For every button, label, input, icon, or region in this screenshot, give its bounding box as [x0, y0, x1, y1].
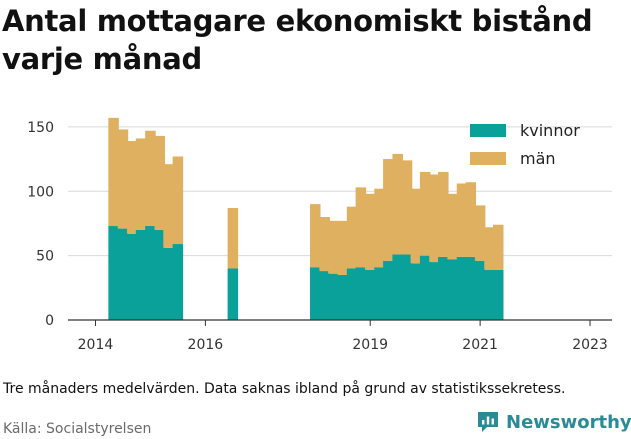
bar-kvinnor — [127, 233, 138, 320]
bar-man — [163, 164, 174, 248]
bar-man — [383, 159, 394, 261]
chart-title: Antal mottagare ekonomiskt bistånd varje… — [2, 4, 593, 76]
bar-man — [474, 205, 486, 261]
bar-man — [456, 183, 468, 257]
bar-kvinnor — [383, 260, 394, 320]
bar-kvinnor — [484, 269, 495, 320]
bar-kvinnor — [172, 244, 184, 320]
bar-kvinnor — [145, 226, 156, 320]
newsworthy-brand[interactable]: Newsworthy — [476, 410, 631, 434]
x-tick-label: 2023 — [572, 337, 608, 353]
brand-name: Newsworthy — [506, 411, 631, 433]
bar-man — [493, 224, 504, 270]
bar-kvinnor — [328, 273, 339, 320]
bar-kvinnor — [154, 229, 166, 320]
bar-kvinnor — [117, 228, 129, 320]
x-tick-label: 2014 — [78, 337, 114, 353]
bar-man — [401, 160, 413, 255]
chart-caption: Tre månaders medelvärden. Data saknas ib… — [3, 381, 566, 397]
legend-label: kvinnor — [520, 121, 580, 140]
y-tick-label: 100 — [27, 184, 54, 200]
legend-swatch — [470, 124, 506, 137]
bar-kvinnor — [456, 256, 468, 320]
bar-man — [154, 135, 166, 230]
y-axis: 0 50 100 150 — [27, 120, 54, 329]
bar-man — [438, 171, 449, 257]
bar-kvinnor — [410, 263, 422, 320]
bar-kvinnor — [108, 226, 119, 320]
bar-man — [364, 193, 376, 270]
bar-man — [374, 188, 385, 268]
legend-label: män — [520, 149, 556, 168]
bar-kvinnor — [392, 254, 403, 320]
x-tick-label: 2016 — [188, 337, 224, 353]
newsworthy-logo-icon — [478, 412, 498, 432]
bar-kvinnor — [429, 262, 440, 320]
bar-kvinnor — [419, 255, 431, 320]
bar-man — [145, 130, 156, 227]
bar-man — [310, 204, 321, 268]
bar-man — [346, 206, 358, 269]
x-axis: 2014 2016 2019 2021 2023 — [68, 319, 612, 353]
bar-man — [429, 174, 440, 263]
bar-man — [319, 217, 330, 272]
source-label: Källa: Socialstyrelsen — [3, 421, 152, 437]
bar-kvinnor — [135, 229, 147, 320]
bar-man — [117, 129, 129, 229]
bar-kvinnor — [355, 267, 367, 320]
bar-kvinnor — [438, 256, 449, 320]
bar-kvinnor — [163, 247, 174, 320]
stacked-bar-chart: 0 50 100 150 2014 2016 2019 2021 2023 kvinnor mä… — [27, 117, 612, 353]
bar-man — [465, 182, 477, 257]
bar-kvinnor — [346, 268, 358, 320]
bar-man — [108, 117, 119, 227]
bar-man — [328, 220, 339, 274]
x-tick-label: 2019 — [352, 337, 388, 353]
bar-man — [447, 193, 458, 260]
bar-kvinnor — [364, 269, 376, 320]
bar-kvinnor — [310, 267, 321, 320]
bar-kvinnor — [465, 256, 477, 320]
bar-man — [355, 187, 367, 268]
y-tick-label: 0 — [45, 313, 54, 329]
bar-man — [227, 207, 239, 269]
x-tick-label: 2021 — [462, 337, 498, 353]
bar-man — [484, 227, 495, 270]
bar-kvinnor — [401, 254, 413, 320]
bar-man — [410, 188, 422, 264]
legend-swatch — [470, 152, 506, 165]
bars — [108, 117, 504, 320]
bar-kvinnor — [447, 259, 458, 320]
y-tick-label: 150 — [27, 120, 54, 136]
bar-man — [135, 138, 147, 230]
bar-man — [172, 156, 184, 245]
bar-kvinnor — [227, 268, 239, 320]
bar-man — [337, 220, 348, 275]
bar-kvinnor — [337, 274, 348, 320]
bar-man — [392, 153, 403, 255]
legend: kvinnor män — [470, 121, 580, 168]
bar-man — [419, 171, 431, 256]
y-tick-label: 50 — [36, 249, 54, 265]
bar-kvinnor — [493, 269, 504, 320]
bar-kvinnor — [319, 271, 330, 320]
bar-kvinnor — [474, 260, 486, 320]
bar-kvinnor — [374, 267, 385, 320]
bar-man — [127, 141, 138, 234]
